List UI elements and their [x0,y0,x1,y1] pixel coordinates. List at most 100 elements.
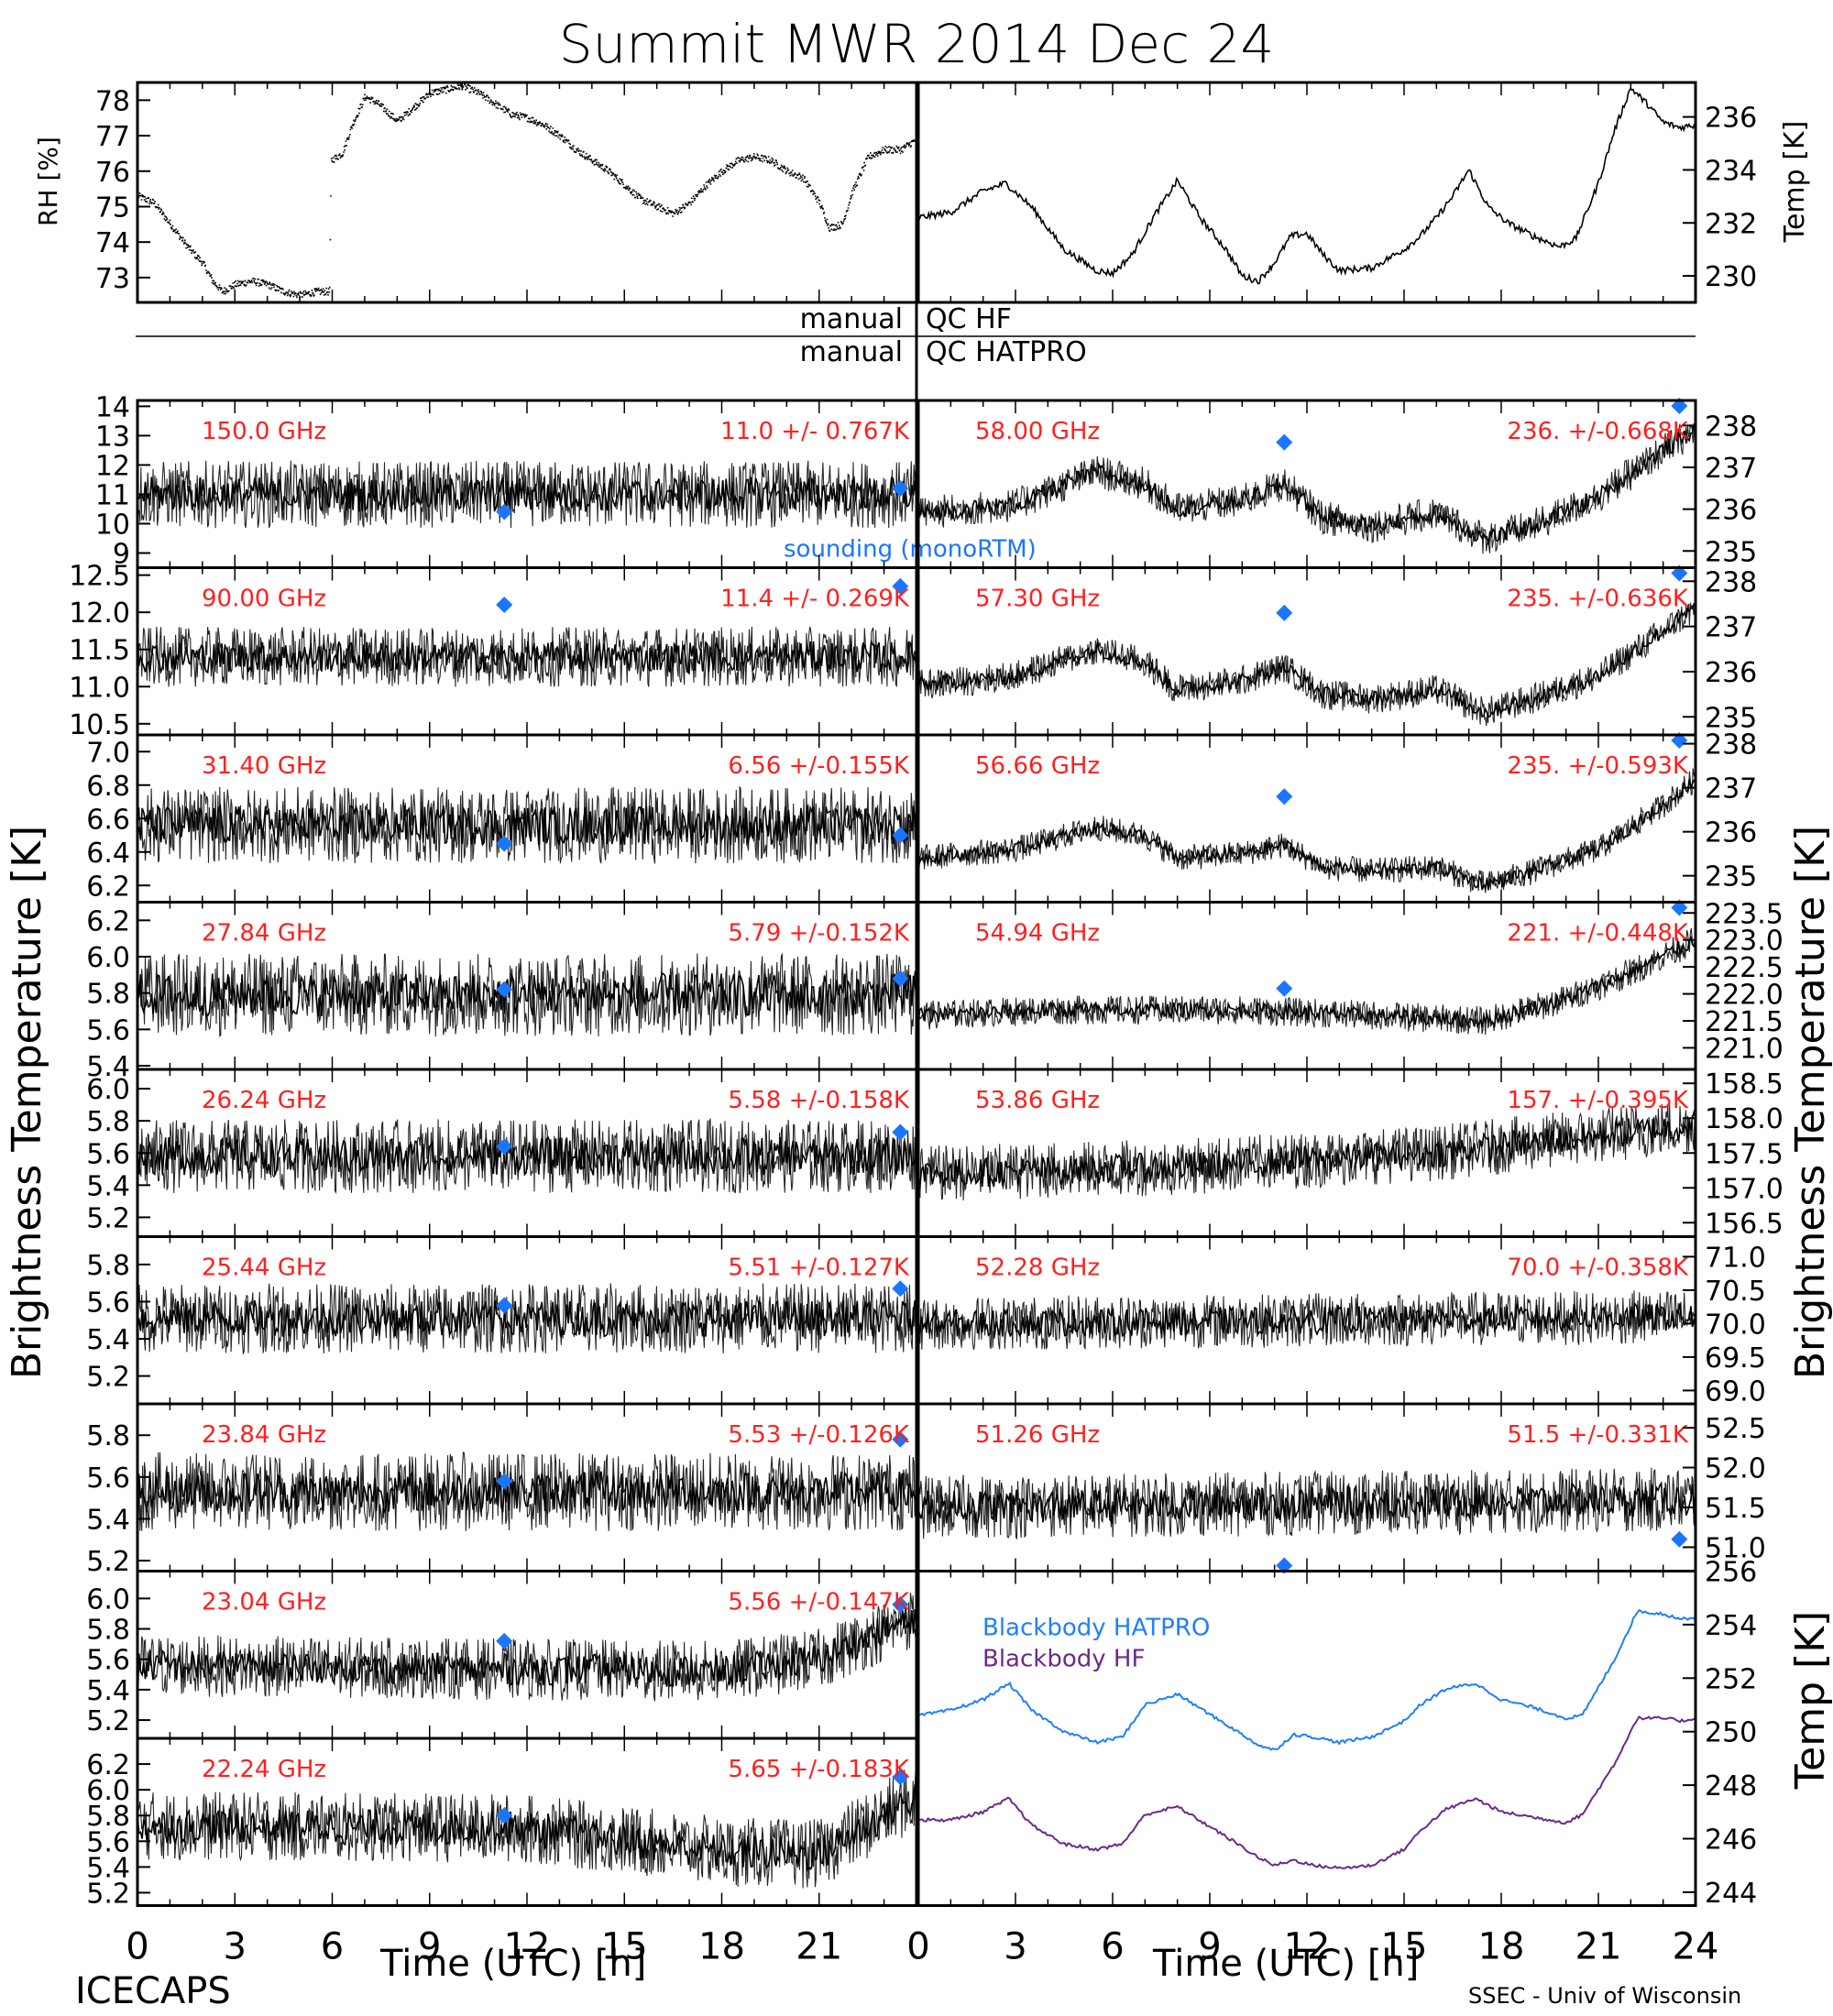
y-tick-label: 6.8 [86,771,130,803]
y-tick-label: 5.6 [86,1014,130,1046]
tb-53-frequency-label: 53.86 GHz [975,1087,1100,1114]
x-tick-label: 3 [1004,1926,1026,1968]
y-tick-label: 158.5 [1705,1068,1784,1101]
tb-23-84-frequency-label: 23.84 GHz [202,1421,326,1449]
tb-23-84-series-core [137,1471,916,1515]
tb-23-04-y-ticks: 5.25.45.65.86.0 [86,1571,917,1738]
tb-52-data [918,1290,1696,1351]
tb-25-series [137,1283,916,1356]
tb-51-panel: 51.26 GHz 51.5 +/-0.331K [918,1421,1696,1574]
tb-58-stat-label: 236. +/-0.668K [1507,418,1689,445]
y-tick-label: 222.0 [1705,980,1784,1012]
y-tick-label: 254 [1705,1610,1757,1642]
y-tick-label: 70.0 [1705,1309,1766,1341]
sounding-legend: sounding (monoRTM) [784,536,1037,564]
sounding-marker [496,1473,513,1490]
tb-25-y-ticks: 5.2 5.4 5.6 5.8 [86,1236,917,1404]
tb-54-stat-label: 221. +/-0.448K [1507,920,1689,948]
y-tick-label: 5.8 [86,979,130,1011]
y-tick-label: 5.6 [86,1826,130,1858]
y-tick-label: 221.0 [1705,1033,1784,1065]
temp-series [917,86,1696,285]
qc-hf-manual-label: manual [800,303,903,335]
y-tick-label: 78 [95,85,130,117]
sounding-marker [892,1769,909,1786]
qc-hatpro-manual-label: manual [800,336,903,368]
sounding-marker [892,1430,909,1448]
y-tick-label: 156.5 [1705,1208,1784,1240]
y-tick-label: 71.0 [1705,1242,1766,1274]
tb-57-30-y-ticks: 235 236 237 238 [917,566,1757,735]
y-tick-label: 76 [95,157,130,189]
sounding-marker [496,1807,513,1824]
sounding-marker [496,1297,513,1314]
y-tick-label: 236 [1705,817,1757,849]
tb-58-series [918,419,1696,554]
y-tick-label: 11 [95,479,130,511]
x-tick-label: 21 [1575,1926,1622,1968]
y-tick-label: 6.2 [86,871,130,903]
y-tick-label: 5.8 [86,1250,130,1282]
y-tick-label: 5.8 [86,1801,130,1833]
tb-23-84-y-ticks: 5.2 5.4 5.6 5.8 [86,1404,917,1578]
sounding-marker [496,1138,513,1156]
tb-52-frequency-label: 52.28 GHz [975,1255,1100,1282]
tb-58-frequency-label: 58.00 GHz [975,418,1100,445]
tb-52-series-core [918,1301,1696,1338]
tb-22-frequency-label: 22.24 GHz [202,1756,326,1783]
x-tick-label: 0 [906,1926,929,1968]
tb-23-04-series-core [137,1606,916,1688]
y-tick-label: 6.2 [86,905,130,937]
tb-right-axis-label: Brightness Temperature [K] [1787,826,1833,1379]
y-tick-label: 5.2 [86,1202,130,1234]
y-tick-label: 6.0 [86,1775,130,1807]
tb-52-panel: 52.28 GHz 70.0 +/-0.358K [918,1255,1696,1351]
blackbody-series-1 [917,1715,1696,1869]
tb-23-04-panel: 23.04 GHz 5.56 +/-0.147K [137,1589,916,1702]
tb-57-30-panel: 57.30 GHz 235. +/-0.636K [918,564,1696,727]
tb-27-frequency-label: 27.84 GHz [202,920,326,948]
tb-54-panel: 54.94 GHz 221. +/-0.448K [918,899,1696,1035]
y-tick-label: 158.0 [1705,1103,1784,1135]
rh-panel [137,82,918,300]
y-tick-label: 223.5 [1705,898,1784,930]
qc-hatpro-label: QC HATPRO [926,336,1087,368]
tb-26-y-ticks: 5.25.45.65.86.0 [86,1069,917,1237]
y-tick-label: 248 [1705,1770,1757,1802]
y-tick-label: 5.4 [86,1852,130,1884]
y-tick-label: 10 [95,509,130,541]
tb-22-y-ticks: 5.25.45.65.86.06.2 [86,1738,917,1910]
y-tick-label: 238 [1705,729,1757,761]
tb-31-stat-label: 6.56 +/-0.155K [728,752,910,780]
x-tick-label: 9 [418,1926,441,1968]
y-tick-label: 5.4 [86,1170,130,1202]
tb-150-series-core [137,476,916,513]
tb-52-series [918,1290,1696,1351]
temp-panel [917,86,1696,285]
y-tick-label: 235 [1705,702,1757,734]
tb-26-series-core [137,1134,916,1177]
y-tick-label: 6.0 [86,942,130,974]
sounding-marker [1276,980,1293,997]
sounding-marker [892,1280,909,1298]
y-tick-label: 5.4 [86,1675,130,1707]
y-tick-label: 51.0 [1705,1532,1766,1564]
blackbody-panel: Blackbody HATPRO Blackbody HF [917,1608,1696,1869]
blackbody-y-ticks: 244 246 248 250 252 254 256 [917,1557,1757,1910]
tb-90-stat-label: 11.4 +/- 0.269K [720,586,910,613]
y-tick-label: 5.2 [86,1546,130,1578]
tb-56-66-series-core [918,779,1696,891]
tb-150-stat-label: 11.0 +/- 0.767K [720,418,910,445]
sounding-marker [892,970,909,987]
tb-22-stat-label: 5.65 +/-0.183K [728,1756,910,1783]
sounding-marker [892,1596,909,1613]
tb-54-series-core [918,936,1696,1029]
y-tick-label: 11.0 [69,672,130,704]
tb-22-data [137,1769,916,1889]
tb-51-stat-label: 51.5 +/-0.331K [1507,1421,1689,1449]
tb-22-panel: 22.24 GHz 5.65 +/-0.183K [137,1756,916,1889]
